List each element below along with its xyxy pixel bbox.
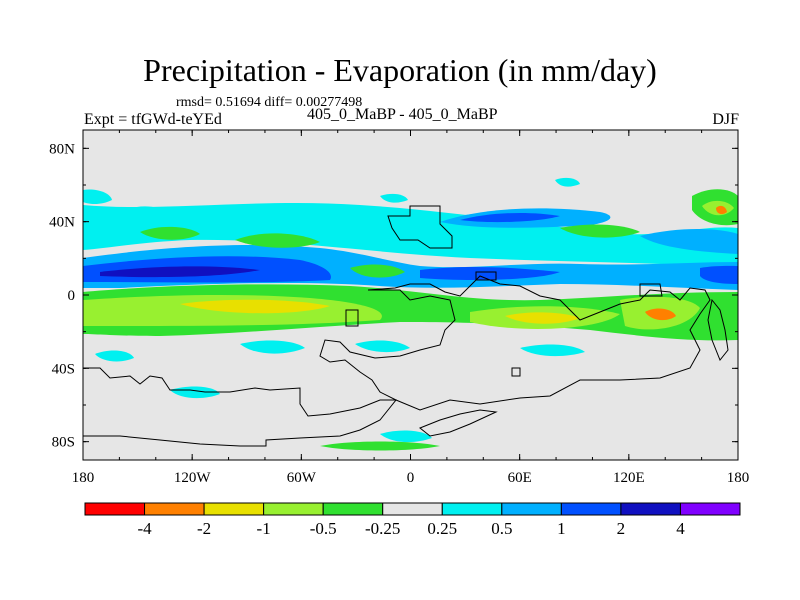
- contour-band: [95, 350, 134, 362]
- contour-band: [645, 308, 676, 321]
- land-outline: [511, 367, 521, 377]
- contour-band: [83, 202, 738, 268]
- x-tick-label: 120W: [174, 470, 212, 486]
- colorbar-swatch: [679, 502, 741, 516]
- contour-band: [125, 206, 165, 216]
- season-label: DJF: [712, 111, 739, 128]
- contour-band: [520, 344, 585, 357]
- contour-band: [640, 229, 738, 254]
- land-outline: [345, 309, 359, 327]
- experiment-label: Expt = tfGWd-teYEd: [84, 111, 222, 128]
- colorbar-swatch: [501, 502, 562, 516]
- colorbar-label: -0.25: [365, 519, 400, 538]
- x-tick-label: 120E: [613, 470, 645, 486]
- contour-band: [505, 312, 580, 324]
- colorbar-swatch: [322, 502, 384, 516]
- land-outline: [319, 275, 711, 411]
- contour-band: [560, 224, 640, 238]
- x-tick-label: 60W: [287, 470, 317, 486]
- land-outline: [419, 409, 498, 437]
- contour-band: [555, 177, 580, 187]
- contour-band: [700, 265, 738, 284]
- contour-field: [83, 177, 738, 451]
- colorbar-swatch: [560, 502, 622, 516]
- chart-title: Precipitation - Evaporation (in mm/day): [143, 52, 657, 88]
- colorbar-label: -4: [137, 519, 152, 538]
- colorbar-label: -1: [257, 519, 271, 538]
- colorbar-label: -2: [197, 519, 211, 538]
- contour-band: [170, 386, 220, 399]
- x-tick-label: 180: [72, 470, 95, 486]
- colorbar-swatch: [263, 502, 324, 516]
- colorbar-swatch: [382, 502, 443, 516]
- y-tick-label: 40S: [52, 361, 75, 377]
- colorbar-label: 4: [676, 519, 685, 538]
- x-tick-label: 60E: [508, 470, 532, 486]
- colorbar-swatch: [441, 502, 503, 516]
- contour-band: [355, 340, 410, 353]
- y-tick-label: 80S: [52, 435, 75, 451]
- x-tick-label: 180: [727, 470, 750, 486]
- colorbar-label: 2: [617, 519, 626, 538]
- contour-band: [320, 441, 440, 451]
- chart-subtitle: 405_0_MaBP - 405_0_MaBP: [307, 106, 498, 123]
- land-outline: [387, 205, 453, 249]
- land-outline: [707, 298, 729, 361]
- contour-band: [100, 266, 260, 278]
- contour-band: [83, 189, 112, 204]
- contour-band: [380, 430, 432, 443]
- contour-band: [140, 226, 200, 240]
- continent-outlines: [83, 205, 729, 447]
- land-outline: [475, 271, 497, 281]
- axes: 180 120W 60W 0 60E 120E 180 80N 40N 0 40S 80S: [49, 130, 749, 486]
- contour-band: [350, 264, 405, 278]
- colorbar-label: -0.5: [310, 519, 337, 538]
- colorbar: -4 -2 -1 -0.5 -0.25 0.25 0.5 1 2 4: [84, 502, 741, 538]
- stats-text: rmsd= 0.51694 diff= 0.00277498: [176, 95, 363, 110]
- y-tick-label: 0: [68, 288, 76, 304]
- contour-band: [460, 212, 560, 223]
- land-outline: [639, 283, 663, 297]
- contour-band: [235, 233, 320, 248]
- colorbar-label: 1: [557, 519, 566, 538]
- x-tick-label: 0: [407, 470, 415, 486]
- contour-band: [240, 340, 305, 354]
- colorbar-swatch: [144, 502, 205, 516]
- colorbar-label: 0.5: [491, 519, 512, 538]
- contour-band: [380, 193, 408, 203]
- contour-band: [716, 205, 727, 215]
- contour-band: [420, 266, 560, 280]
- y-tick-label: 80N: [49, 141, 75, 157]
- colorbar-swatch: [620, 502, 681, 516]
- colorbar-swatch: [84, 502, 146, 516]
- contour-band: [180, 299, 330, 314]
- land-outline: [83, 367, 398, 447]
- y-tick-label: 40N: [49, 215, 75, 231]
- colorbar-swatch: [203, 502, 265, 516]
- colorbar-label: 0.25: [427, 519, 457, 538]
